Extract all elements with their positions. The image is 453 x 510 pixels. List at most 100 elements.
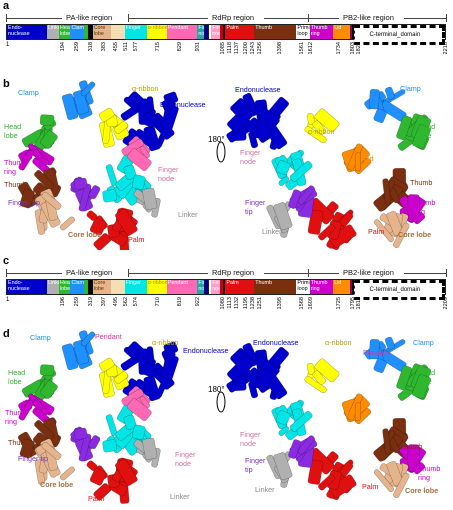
domain-segment-label: Linker [47,280,59,286]
structure-element [373,219,394,243]
domain-segment: Thumb ring [309,25,334,39]
structure-element [407,444,420,473]
right-label: Linker [255,485,275,494]
structure-element [39,364,55,376]
region-pa: PA-like region [66,13,113,22]
left-label: Linker [170,492,190,501]
residue-number: 319 [88,297,94,307]
structure-element [160,104,179,131]
panel-b-structures [17,80,432,250]
structure-element [126,148,152,172]
domain-segment [352,280,355,294]
domain-segment-label: Finger [125,25,141,31]
residue-number: 1195 [243,297,249,310]
domain-segment-label: C-terminal_domain [369,287,421,293]
residue-number: 1238 [250,297,256,310]
structure-element [384,336,396,350]
domain-segment [83,25,89,39]
residue-number: 1568 [299,297,305,310]
structure-element [73,427,88,440]
structure-element [139,146,150,159]
domain-segment-label: Head lobe [59,25,71,37]
structure-element [275,410,291,426]
residue-number: 931 [195,42,201,52]
structure-element [143,125,161,152]
left-label: Finger tip [18,454,48,463]
left-label: Palm [88,494,105,503]
structure-element [123,164,137,181]
residue-number: 318 [88,42,94,52]
residue-number: 383 [101,42,107,52]
structure-element [306,113,315,125]
structure-element [384,86,396,100]
structure-element [72,89,89,115]
domain-segment-label: Priming loop [297,25,310,37]
structure-element [18,149,34,171]
structure-element [407,194,420,223]
domain-segment: Finger [124,25,147,39]
structure-element [273,202,293,231]
domain-segment [207,25,212,39]
right-label: Palm [362,482,379,491]
structure-element [273,452,293,481]
structure-element [142,187,158,210]
residue-number: 1821 [356,42,362,55]
right-label: Head lobe [418,122,436,140]
left-label: Thumb [8,438,31,447]
left-label: Core lobe [68,230,102,239]
structure-element [412,374,431,399]
domain-segment-label: Finger node [198,25,204,37]
residue-number: 715 [155,42,161,52]
residue-number: 194 [60,42,66,52]
structure-element [318,474,336,491]
domain-segment [111,280,125,294]
domain-segment-label: Palm [226,280,239,286]
structure-element [102,439,118,453]
rotation-label: 180° [208,135,225,144]
domain-segment-label: α-ribbon [147,280,167,286]
residue-number: 1251 [257,297,263,310]
structure-element [227,105,254,133]
structure-element [61,343,79,371]
structure-element [105,164,118,186]
residue-number: 1113 [227,297,233,309]
domain-segment: Lid [333,280,351,294]
domain-segment [111,25,125,39]
domain-segment-label: Finger node [212,280,220,292]
domain-segment: Clamp [70,280,84,294]
structure-element [373,358,387,374]
domain-segment: Pendant [166,25,198,39]
structure-element [368,339,380,360]
domain-segment [88,25,93,39]
domain-segment [352,25,355,39]
panel-a-regions: PA-like region RdRp region PB2-like regi… [6,13,447,25]
right-label: Finger tip [245,456,266,474]
domain-segment: C-terminal_domain [354,25,446,45]
structure-element [39,114,55,126]
structure-element [41,441,62,460]
domain-segment: Core lobe [92,25,112,39]
structure-element [32,149,43,161]
structure-element [312,120,326,136]
structure-element [61,93,79,121]
domain-segment-label: Clamp [71,25,84,31]
structure-element [396,115,413,141]
structure-element [254,118,275,140]
panel-b-label: b [3,78,10,90]
domain-segment-label: Thumb [255,25,272,31]
domain-segment-label: Endo- nuclease [8,25,30,37]
structure-element [143,375,161,402]
rotation-arrow-icon [216,391,226,413]
domain-segment: α-ribbon [146,280,167,294]
structure-element [393,222,410,249]
structure-element [114,121,129,134]
residue-number: 1118 [227,42,233,54]
structure-element [297,185,315,205]
domain-segment: Priming loop [296,25,310,39]
structure-element [39,380,58,399]
structure-element [304,126,327,144]
left-label: α-ribbon [132,84,159,93]
right-label: α-ribbon [325,338,352,347]
region-pa: PA-like region [66,268,113,277]
panel-c-domain-bar: Endo- nuclease LinkerHead lobeClamp Core l… [6,279,446,300]
